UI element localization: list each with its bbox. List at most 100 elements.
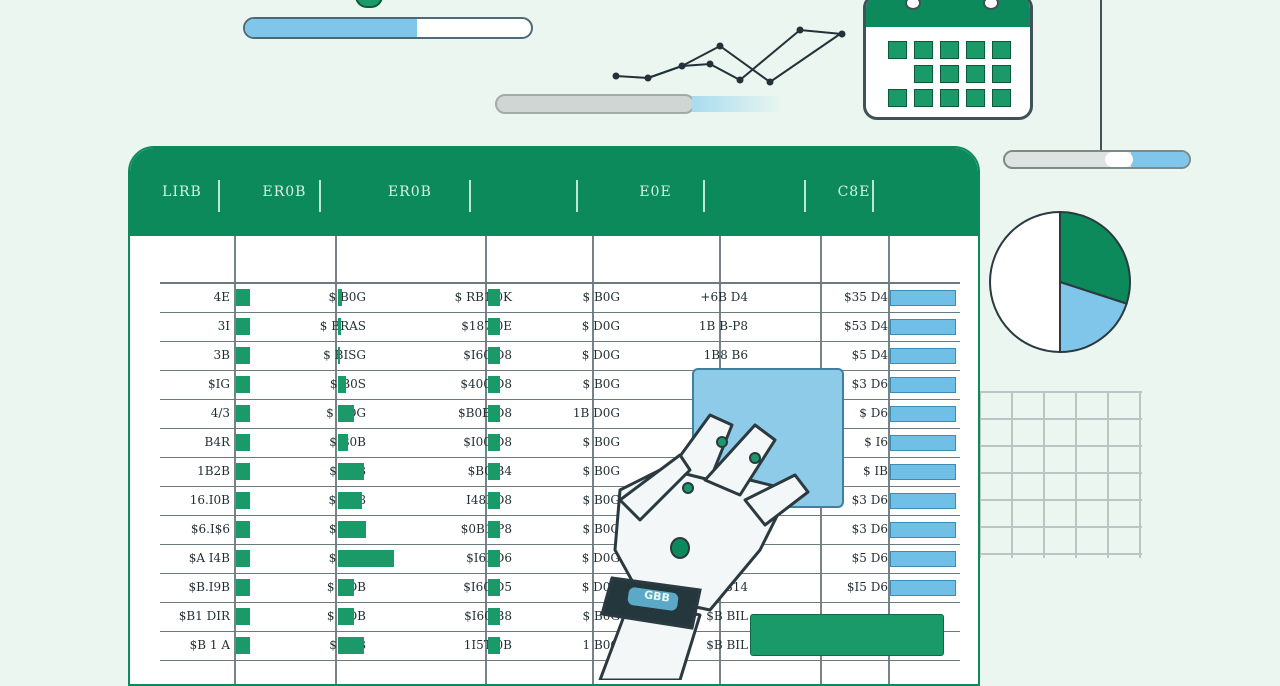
column-divider bbox=[234, 236, 236, 684]
column-header[interactable]: E0E bbox=[639, 184, 672, 200]
table-row[interactable]: 3B $ BISG $I60 D8 $ D0G 1B8 B6 $5 D4 bbox=[160, 341, 960, 371]
table-cell: $ B0G bbox=[582, 464, 621, 478]
data-bar bbox=[338, 550, 394, 567]
calendar-day bbox=[966, 89, 985, 107]
data-bar bbox=[488, 318, 500, 335]
progress-slider-right[interactable] bbox=[1003, 150, 1191, 169]
column-header[interactable] bbox=[888, 148, 978, 236]
data-bar bbox=[488, 492, 500, 509]
robot-finger bbox=[743, 473, 810, 527]
table-row[interactable]: 16.I0B$ BD8I48I D8$ B0G$3 D6 bbox=[160, 486, 960, 516]
data-bar bbox=[236, 318, 250, 335]
table-cell: $5 D6 bbox=[851, 551, 888, 565]
data-bar bbox=[488, 550, 500, 567]
table-cell: $B1 DIR bbox=[178, 609, 230, 623]
table-row[interactable]: 1B2B$ B0B$B0 B4$ B0G$ IB bbox=[160, 457, 960, 487]
table-cell: B4R bbox=[204, 435, 231, 449]
table-cell: $ BRAS bbox=[319, 319, 366, 333]
data-bar bbox=[236, 347, 250, 364]
slider-trail bbox=[692, 96, 782, 112]
robot-joint bbox=[716, 436, 728, 448]
table-cell: $ B0G bbox=[328, 290, 367, 304]
table-cell: $B.I9B bbox=[188, 580, 230, 594]
calendar-day bbox=[940, 65, 959, 83]
data-bar bbox=[488, 637, 500, 654]
table-cell: $A I4B bbox=[188, 551, 230, 565]
data-bar bbox=[236, 608, 250, 625]
progress-bar bbox=[890, 435, 956, 451]
data-bar bbox=[338, 492, 362, 509]
robot-thumb bbox=[618, 453, 692, 522]
progress-bar bbox=[890, 348, 956, 364]
wristband-display bbox=[627, 587, 679, 611]
data-bar bbox=[236, 289, 250, 306]
green-action-button[interactable] bbox=[750, 614, 944, 656]
table-cell: $ B0B bbox=[329, 435, 366, 449]
header-separator bbox=[319, 180, 321, 212]
table-row[interactable]: 4E $ B0G $ RB1 0K $ B0G +6B D4 $35 D4 bbox=[160, 283, 960, 313]
header-separator bbox=[872, 180, 874, 212]
table-cell: $5 D4 bbox=[851, 348, 888, 362]
data-bar bbox=[338, 405, 354, 422]
data-bar bbox=[488, 608, 500, 625]
table-row[interactable]: $B.I9B$ BOB$I60 D5$ D0G$5 B14$I5 D6 bbox=[160, 573, 960, 603]
progress-bar bbox=[890, 377, 956, 393]
table-cell: $B BIL bbox=[706, 609, 748, 623]
line-series-b bbox=[647, 33, 841, 84]
table-cell: $B 1 A bbox=[189, 638, 230, 652]
line-point bbox=[678, 62, 686, 70]
slider-fill bbox=[1131, 152, 1189, 167]
line-point bbox=[706, 60, 714, 68]
robot-finger bbox=[703, 423, 777, 497]
column-divider bbox=[888, 236, 890, 684]
line-point bbox=[796, 26, 804, 34]
data-bar bbox=[338, 637, 364, 654]
robot-joint bbox=[682, 482, 694, 494]
table-cell: $53 D4 bbox=[844, 319, 888, 333]
slider-knob-icon bbox=[355, 0, 383, 8]
robot-palm-light bbox=[670, 537, 690, 559]
column-divider bbox=[485, 236, 487, 684]
table-cell: 3B bbox=[213, 348, 230, 362]
calendar-day bbox=[940, 41, 959, 59]
calendar-ring bbox=[983, 0, 999, 10]
pie-slice bbox=[1059, 210, 1131, 305]
calendar-ring bbox=[905, 0, 921, 10]
table-row[interactable]: 3I $ BRAS $187 0E $ D0G 1B B-P8 $53 D4 bbox=[160, 312, 960, 342]
table-row[interactable]: $B 1 A$ B0B1I5T 0B1 B0G$B BIL bbox=[160, 631, 960, 661]
progress-slider-middle[interactable] bbox=[495, 94, 695, 114]
data-bar bbox=[338, 434, 348, 451]
data-bar bbox=[488, 405, 500, 422]
row-divider bbox=[160, 282, 960, 284]
column-header[interactable]: LIRB bbox=[162, 184, 202, 200]
data-bar bbox=[236, 376, 250, 393]
data-bar bbox=[236, 637, 250, 654]
table-cell: $3 D6 bbox=[851, 377, 888, 391]
progress-bar bbox=[890, 522, 956, 538]
line-point bbox=[612, 72, 620, 80]
header-separator bbox=[703, 180, 705, 212]
column-header[interactable]: ER0B bbox=[388, 184, 432, 200]
column-header[interactable]: C8E bbox=[837, 184, 871, 200]
progress-bar bbox=[890, 580, 956, 596]
table-row[interactable]: B4R $ B0B $I00 D8 $ B0G $ I6 bbox=[160, 428, 960, 458]
calendar-day bbox=[888, 41, 907, 59]
slider-thumb[interactable] bbox=[1105, 152, 1133, 167]
table-cell: 1B8 B6 bbox=[703, 348, 748, 362]
header-separator bbox=[804, 180, 806, 212]
progress-slider-top[interactable] bbox=[243, 17, 533, 39]
table-cell: $ B0G bbox=[582, 493, 621, 507]
column-header[interactable]: ER0B bbox=[262, 184, 307, 200]
slider-thumb[interactable] bbox=[417, 19, 453, 37]
calendar-day bbox=[992, 65, 1011, 83]
table-cell: 4/3 bbox=[210, 406, 230, 420]
header-separator bbox=[218, 180, 220, 212]
spreadsheet-header: LIRB ER0B ER0B E0E C8E bbox=[130, 148, 978, 236]
table-cell: 1B D0G bbox=[572, 406, 620, 420]
calendar-day bbox=[966, 41, 985, 59]
data-bar bbox=[488, 347, 500, 364]
calendar-day bbox=[914, 41, 933, 59]
column-divider bbox=[335, 236, 337, 684]
table-cell: 1B B-P8 bbox=[698, 319, 748, 333]
